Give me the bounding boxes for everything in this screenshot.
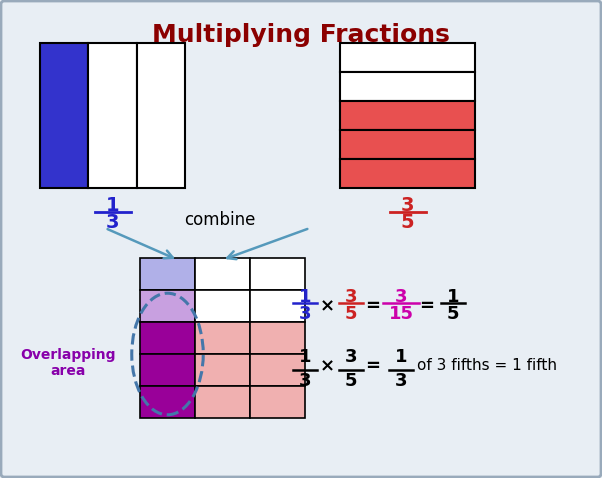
Bar (137, 43, 185, 188)
Text: 3: 3 (395, 372, 407, 390)
Text: ×: × (320, 357, 335, 375)
Bar (140, 290, 195, 322)
Text: 5: 5 (345, 372, 357, 390)
Bar (195, 258, 250, 290)
Bar (340, 72, 475, 101)
Text: 1: 1 (106, 196, 119, 215)
Text: 5: 5 (401, 213, 414, 232)
Text: 5: 5 (447, 305, 459, 323)
Text: 1: 1 (447, 288, 459, 306)
Bar (195, 386, 250, 418)
Bar (340, 101, 475, 130)
Bar (250, 258, 305, 290)
Bar (140, 258, 195, 290)
Text: 5: 5 (345, 305, 357, 323)
Bar (195, 354, 250, 386)
Text: 1: 1 (395, 348, 407, 366)
Text: 3: 3 (299, 372, 311, 390)
Text: 3: 3 (395, 288, 407, 306)
Text: 3: 3 (299, 305, 311, 323)
Bar (340, 43, 475, 72)
Bar (340, 130, 475, 159)
Text: =: = (365, 297, 380, 315)
Bar (250, 322, 305, 354)
Text: =: = (420, 297, 435, 315)
Text: 3: 3 (106, 213, 119, 232)
Text: Overlapping
area: Overlapping area (20, 348, 116, 378)
Bar (140, 386, 195, 418)
Bar (195, 290, 250, 322)
Bar (140, 354, 195, 386)
Text: 3: 3 (345, 288, 357, 306)
Text: 3: 3 (401, 196, 414, 215)
Text: of 3 fifths = 1 fifth: of 3 fifths = 1 fifth (417, 358, 557, 373)
Text: combine: combine (184, 211, 256, 229)
Bar (40, 43, 88, 188)
Text: 1: 1 (299, 288, 311, 306)
Text: Multiplying Fractions: Multiplying Fractions (152, 23, 450, 47)
Bar (340, 159, 475, 188)
Text: 15: 15 (388, 305, 414, 323)
Bar (140, 322, 195, 354)
Bar (195, 322, 250, 354)
Text: 3: 3 (345, 348, 357, 366)
Text: 1: 1 (299, 348, 311, 366)
Text: =: = (365, 357, 380, 375)
Bar (250, 386, 305, 418)
Bar (250, 354, 305, 386)
Bar (250, 290, 305, 322)
Text: ×: × (320, 297, 335, 315)
Bar (88, 43, 137, 188)
